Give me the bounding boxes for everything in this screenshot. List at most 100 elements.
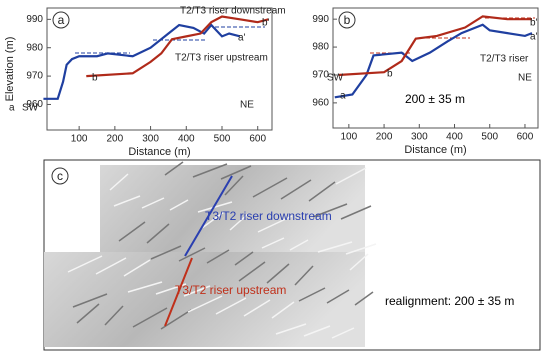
x-tick-label: 300 xyxy=(142,134,159,145)
annotation: a' xyxy=(238,33,246,44)
x-tick-label: 600 xyxy=(249,134,266,145)
ridge xyxy=(187,295,223,313)
ridge xyxy=(243,299,271,317)
y-tick-label: 960 xyxy=(26,99,43,110)
hillshade-upper xyxy=(100,165,365,252)
ridge xyxy=(252,177,288,198)
ridge xyxy=(72,293,108,308)
x-tick-label: 500 xyxy=(214,134,231,145)
x-axis-label: Distance (m) xyxy=(404,144,466,156)
annotation: T2/T3 riser xyxy=(480,54,529,65)
y-tick-label: 990 xyxy=(26,14,43,25)
ridge xyxy=(275,323,307,335)
annotation: b' xyxy=(530,18,538,29)
y-tick-label: 970 xyxy=(312,70,329,81)
x-tick-label: 600 xyxy=(517,132,534,143)
annotation: T2/T3 riser upstream xyxy=(175,53,268,64)
ridge xyxy=(224,175,244,196)
ridge xyxy=(331,327,355,339)
ridge xyxy=(109,173,129,191)
ridge xyxy=(345,243,377,255)
series-line xyxy=(86,15,269,78)
ridge xyxy=(132,307,168,328)
ridge xyxy=(67,255,103,273)
ridge xyxy=(95,257,127,275)
riser-upstream-label: T3/T2 riser upstream xyxy=(175,283,286,297)
y-axis-label: Elevation (m) xyxy=(4,37,16,102)
realignment-note: realignment: 200 ± 35 m xyxy=(385,294,514,308)
annotation: b xyxy=(387,69,393,80)
x-tick-label: 100 xyxy=(341,132,358,143)
annotation: b' xyxy=(262,18,270,29)
ridge xyxy=(183,285,211,297)
ridge xyxy=(280,179,312,200)
ridge xyxy=(215,297,247,315)
ridge xyxy=(317,241,353,253)
panel-label-circle xyxy=(52,11,70,29)
plot-frame xyxy=(46,7,273,131)
y-tick-label: 980 xyxy=(26,42,43,53)
annotation: 200 ± 35 m xyxy=(405,92,465,106)
ridge xyxy=(146,223,170,244)
x-tick-label: 200 xyxy=(107,134,124,145)
ridge xyxy=(257,215,293,233)
y-tick-label: 980 xyxy=(312,42,329,53)
ridge xyxy=(197,201,233,213)
y-tick-label: 990 xyxy=(312,14,329,25)
panel-label-circle xyxy=(338,11,356,29)
ridge xyxy=(354,291,374,306)
ridge xyxy=(206,249,230,264)
ridge xyxy=(266,263,290,284)
ridge xyxy=(113,195,141,207)
y-tick-label: 960 xyxy=(312,98,329,109)
ridge xyxy=(178,247,206,262)
ridges xyxy=(67,161,377,339)
ridge xyxy=(238,261,266,282)
x-tick-label: 400 xyxy=(178,134,195,145)
ridge xyxy=(192,163,228,178)
ridge xyxy=(201,211,225,229)
ridge xyxy=(164,161,184,176)
ridge xyxy=(303,325,331,337)
ridge xyxy=(229,213,249,231)
ridge xyxy=(340,205,372,220)
panel-label: c xyxy=(57,169,63,183)
x-tick-label: 200 xyxy=(376,132,393,143)
ridge xyxy=(289,239,309,251)
annotation: SW xyxy=(22,103,39,114)
plot-frame xyxy=(332,7,539,129)
ridge xyxy=(335,167,367,185)
panel-label: a xyxy=(58,13,65,27)
y-tick-label: 970 xyxy=(26,71,43,82)
ridge xyxy=(123,259,151,277)
series-line xyxy=(334,23,533,99)
panel-label: b xyxy=(344,13,351,27)
ridge xyxy=(294,265,314,286)
ridge xyxy=(308,181,336,202)
ridge xyxy=(271,301,295,319)
ridge xyxy=(141,197,165,209)
x-tick-label: 300 xyxy=(411,132,428,143)
series-line xyxy=(338,15,533,77)
ridge xyxy=(234,251,254,266)
annotation: a xyxy=(340,91,346,102)
ridge xyxy=(127,281,163,293)
riser-upstream-line xyxy=(164,257,193,327)
ridge xyxy=(326,289,350,304)
annotation: T2/T3 riser downstream xyxy=(180,6,286,17)
annotation: a' xyxy=(530,32,538,43)
x-tick-label: 100 xyxy=(71,134,88,145)
panel-label-circle xyxy=(51,167,69,185)
ridge xyxy=(349,253,369,271)
annotation: NE xyxy=(240,100,254,111)
ridge xyxy=(298,287,326,302)
ridge xyxy=(220,165,252,180)
annotation: SW xyxy=(327,73,344,84)
ridge xyxy=(104,305,124,326)
series-line xyxy=(43,23,241,100)
annotation: b xyxy=(92,73,98,84)
ridge xyxy=(150,245,182,260)
ridge xyxy=(118,221,146,242)
annotation: a xyxy=(9,103,15,114)
